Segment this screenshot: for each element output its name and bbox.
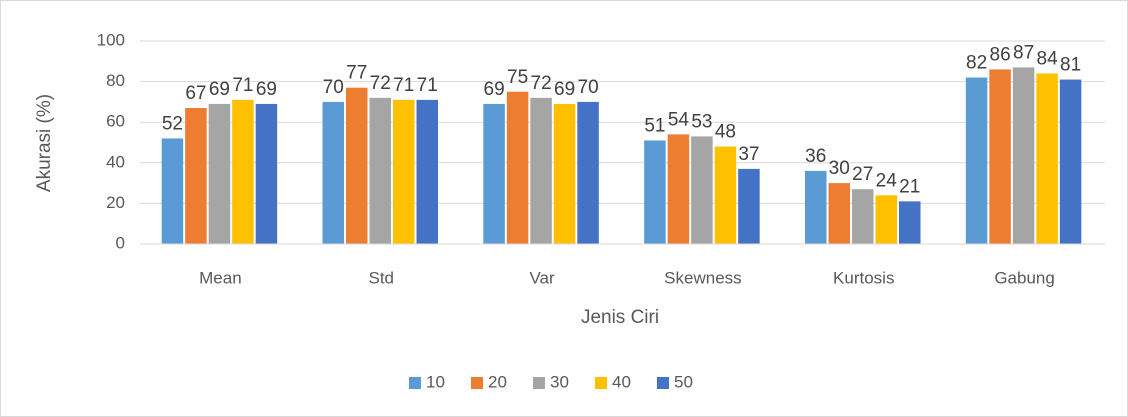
data-label: 75 xyxy=(507,67,528,88)
data-label: 86 xyxy=(990,44,1011,65)
bar xyxy=(989,69,1011,244)
legend-swatch xyxy=(409,377,421,389)
data-label: 82 xyxy=(966,53,987,74)
data-label: 72 xyxy=(531,73,552,94)
data-label: 71 xyxy=(232,75,253,96)
x-axis-label: Jenis Ciri xyxy=(581,307,659,328)
y-tick-label: 100 xyxy=(97,30,125,49)
data-label: 71 xyxy=(417,75,438,96)
x-tick-label: Skewness xyxy=(664,268,741,287)
bar xyxy=(1059,79,1082,244)
x-tick-label: Gabung xyxy=(994,268,1055,287)
bar xyxy=(393,99,415,245)
data-label: 77 xyxy=(346,63,367,84)
data-label: 71 xyxy=(393,75,414,96)
y-tick-label: 40 xyxy=(106,152,125,171)
data-label: 84 xyxy=(1037,48,1059,69)
y-axis-label: Akurasi (%) xyxy=(34,94,55,192)
data-label: 37 xyxy=(738,144,759,165)
data-label: 51 xyxy=(644,115,665,136)
legend-label: 30 xyxy=(550,372,569,391)
data-label: 87 xyxy=(1013,42,1034,63)
y-tick-label: 80 xyxy=(106,71,125,90)
legend-label: 40 xyxy=(612,372,631,391)
bar xyxy=(852,189,874,244)
data-label: 24 xyxy=(876,170,898,191)
legend-swatch xyxy=(595,377,607,389)
data-label: 21 xyxy=(899,176,920,197)
data-label: 69 xyxy=(484,79,505,100)
bar xyxy=(965,77,988,244)
bar xyxy=(208,103,231,245)
data-label: 36 xyxy=(805,146,826,167)
legend-swatch xyxy=(657,377,669,389)
y-tick-label: 0 xyxy=(116,233,125,252)
data-label: 69 xyxy=(554,79,575,100)
bar xyxy=(1012,67,1035,244)
data-label: 67 xyxy=(185,83,206,104)
bar xyxy=(369,97,391,244)
data-label: 52 xyxy=(162,113,183,134)
data-label: 70 xyxy=(578,77,599,98)
data-label: 48 xyxy=(715,122,736,143)
bar xyxy=(644,140,666,244)
x-tick-label: Std xyxy=(368,268,394,287)
bar xyxy=(255,103,278,245)
bar xyxy=(232,99,254,245)
legend-swatch xyxy=(471,377,483,389)
bar xyxy=(322,101,344,245)
legend-label: 50 xyxy=(674,372,693,391)
data-label: 69 xyxy=(256,79,277,100)
bar xyxy=(714,146,737,244)
bar xyxy=(1036,73,1058,244)
data-label: 54 xyxy=(668,109,690,130)
bar xyxy=(577,101,599,245)
bar xyxy=(483,103,505,245)
y-tick-label: 60 xyxy=(106,112,125,131)
bar xyxy=(530,97,552,244)
bar xyxy=(805,170,827,244)
data-label: 69 xyxy=(209,79,230,100)
bar xyxy=(691,136,713,244)
data-label: 53 xyxy=(691,111,712,132)
x-tick-label: Var xyxy=(529,268,555,287)
legend-label: 20 xyxy=(488,372,507,391)
bar xyxy=(667,134,690,244)
data-label: 81 xyxy=(1060,55,1081,76)
bar xyxy=(506,91,529,244)
bar xyxy=(346,87,368,244)
bar xyxy=(553,103,576,245)
bar xyxy=(416,99,438,245)
x-tick-label: Mean xyxy=(199,268,242,287)
y-tick-label: 20 xyxy=(106,193,125,212)
bar xyxy=(185,107,207,245)
bar xyxy=(161,138,184,244)
data-label: 72 xyxy=(370,73,391,94)
bar xyxy=(899,201,921,244)
bar xyxy=(738,168,760,244)
legend-label: 10 xyxy=(426,372,445,391)
x-tick-label: Kurtosis xyxy=(833,268,894,287)
data-label: 27 xyxy=(852,164,873,185)
bar xyxy=(828,183,850,244)
bar xyxy=(875,195,897,244)
data-label: 70 xyxy=(323,77,344,98)
legend-swatch xyxy=(533,377,545,389)
data-label: 30 xyxy=(829,158,850,179)
